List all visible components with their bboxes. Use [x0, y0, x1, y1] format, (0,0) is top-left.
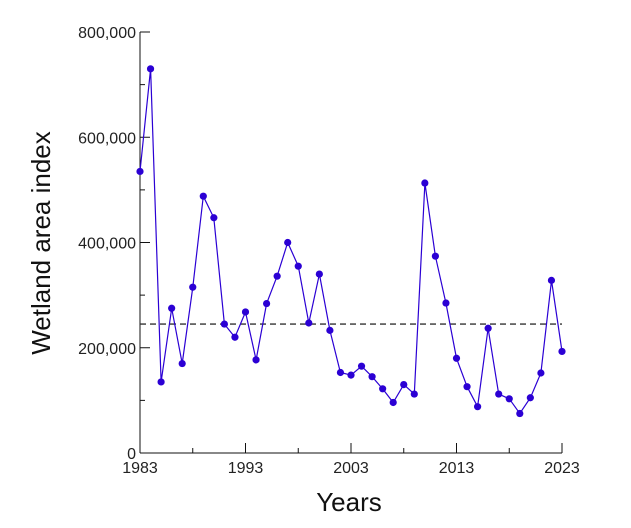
data-point: [537, 369, 545, 377]
x-tick-label: 2013: [439, 460, 475, 477]
data-point: [357, 362, 366, 370]
data-point: [136, 167, 144, 176]
y-tick-label: 800,000: [78, 25, 136, 42]
y-tick-label: 200,000: [78, 341, 136, 358]
data-point: [495, 390, 503, 398]
data-point: [252, 356, 260, 364]
y-axis: 0 200,000 400,000 600,000 800,000: [78, 25, 150, 463]
data-point: [305, 319, 313, 327]
data-point: [442, 299, 450, 307]
data-point: [410, 390, 418, 398]
data-point: [294, 262, 302, 270]
y-tick-label: 400,000: [78, 236, 136, 253]
data-point: [157, 378, 165, 386]
data-point: [315, 270, 323, 278]
data-point: [452, 354, 461, 362]
data-point: [241, 308, 250, 316]
data-point: [547, 276, 556, 284]
x-axis: 1983 1993 2003 2013 2023: [122, 443, 580, 477]
data-point: [368, 373, 376, 381]
data-point: [421, 179, 429, 187]
data-point: [263, 299, 271, 308]
series-line: [139, 68, 563, 415]
data-point: [231, 333, 239, 341]
data-point: [220, 320, 228, 328]
data-point: [389, 398, 397, 407]
data-point: [168, 304, 176, 312]
data-point: [284, 238, 292, 247]
data-point: [347, 371, 355, 379]
data-point: [474, 403, 482, 411]
y-tick-label: 600,000: [78, 130, 136, 147]
data-point: [463, 383, 471, 391]
data-point: [326, 326, 334, 334]
data-point: [431, 252, 439, 260]
data-point: [484, 324, 492, 332]
data-point: [400, 380, 408, 389]
x-tick-label: 2023: [544, 460, 580, 477]
data-point: [146, 65, 155, 73]
data-point: [210, 214, 218, 222]
y-axis-title: Wetland area index: [26, 131, 56, 355]
data-point: [189, 283, 197, 291]
data-point: [505, 395, 513, 403]
data-point: [336, 368, 345, 377]
y-tick-label: 0: [127, 446, 136, 463]
x-tick-label: 2003: [333, 460, 369, 477]
data-point: [178, 359, 186, 368]
data-point: [199, 192, 207, 200]
data-point: [526, 394, 534, 402]
data-point: [379, 385, 387, 393]
data-point: [558, 347, 566, 356]
series-layer: [136, 65, 566, 418]
data-point: [516, 409, 524, 418]
x-tick-label: 1983: [122, 460, 158, 477]
data-point: [273, 272, 281, 280]
x-axis-title: Years: [316, 487, 382, 517]
x-tick-label: 1993: [228, 460, 264, 477]
